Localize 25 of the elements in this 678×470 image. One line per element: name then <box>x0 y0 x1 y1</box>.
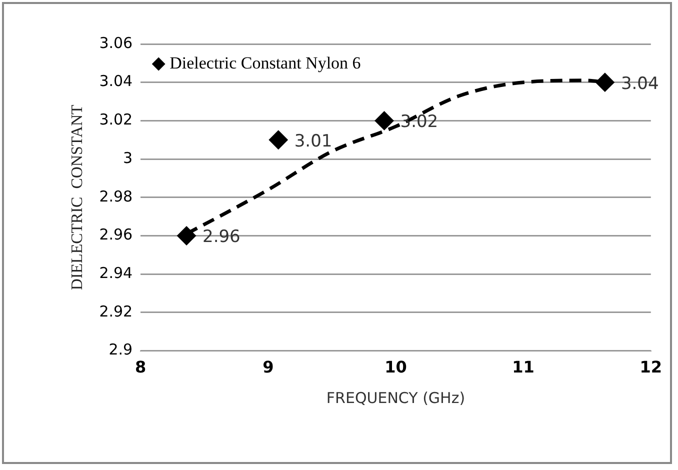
y-tick-label: 2.98 <box>99 187 133 206</box>
point <box>595 72 614 92</box>
legend-label: Dielectric Constant Nylon 6 <box>170 53 361 72</box>
point <box>374 111 394 130</box>
y-tick-label: 3.02 <box>99 110 133 129</box>
y-axis-title: DIELECTRIC CONSTANT <box>68 104 86 290</box>
x-tick-label: 9 <box>262 358 274 377</box>
data-label: 3.01 <box>294 131 332 152</box>
y-tick-label: 3 <box>123 148 133 167</box>
x-axis-title: FREQUENCY (GHz) <box>326 388 466 407</box>
x-tick-label: 12 <box>640 358 662 377</box>
y-tick-label: 2.96 <box>99 226 133 244</box>
data-label: 3.02 <box>400 112 438 132</box>
y-tick-label: 3.04 <box>99 72 133 90</box>
data-label: 2.96 <box>202 227 240 248</box>
y-tick-label: 3.06 <box>99 34 133 52</box>
data-label: 3.04 <box>620 74 659 94</box>
x-tick-label: 11 <box>512 358 534 377</box>
y-tick-label: 2.92 <box>99 302 133 320</box>
x-tick-label: 8 <box>135 358 146 377</box>
y-tick-label: 2.9 <box>108 340 133 359</box>
y-tick-label: 2.94 <box>99 264 133 282</box>
point <box>177 226 196 246</box>
point <box>268 130 288 150</box>
x-tick-label: 10 <box>384 358 407 377</box>
